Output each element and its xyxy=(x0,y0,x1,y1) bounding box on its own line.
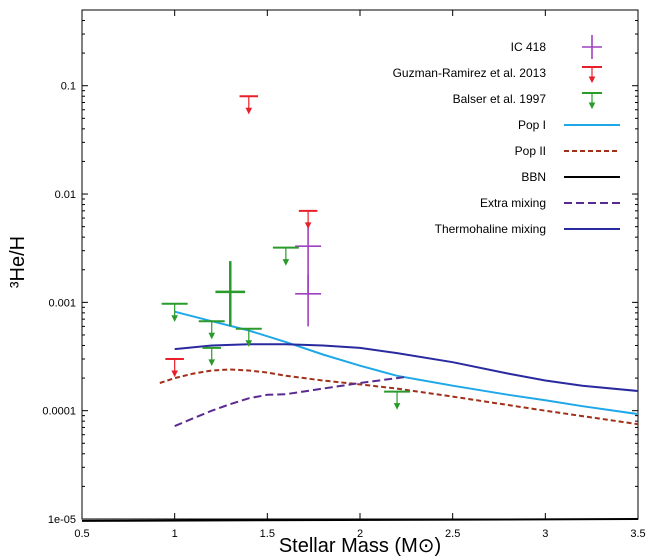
y-tick-label-4: 0.1 xyxy=(61,81,76,93)
legend-label-4: Pop II xyxy=(515,144,546,158)
point-2-2-arrow xyxy=(208,359,216,366)
x-tick-label-5: 3 xyxy=(542,528,548,540)
point-2-3-arrow xyxy=(245,340,253,347)
x-tick-label-3: 2 xyxy=(357,528,363,540)
legend-label-7: Thermohaline mixing xyxy=(435,222,546,236)
y-tick-label-2: 0.001 xyxy=(48,297,76,309)
series-line-8 xyxy=(174,343,639,392)
legend-swatch-2-arrow xyxy=(588,102,596,110)
point-1-1-arrow xyxy=(245,107,253,115)
legend-label-5: BBN xyxy=(521,170,546,184)
point-2-1-arrow xyxy=(208,332,216,340)
legend-label-3: Pop I xyxy=(518,118,546,132)
legend-label-2: Balser et al. 1997 xyxy=(453,92,547,106)
series-2 xyxy=(161,246,411,410)
axis-ticks: 0.5 1 1.5 2 2.5 3 3.5 1e-05 0.0001 0.001 0.01 0.1 xyxy=(42,9,646,540)
x-tick-label-2: 1.5 xyxy=(260,528,275,540)
x-axis-title: Stellar Mass (M⊙) xyxy=(279,535,441,557)
point-2-5-arrow xyxy=(393,403,401,410)
legend-label-1: Guzman-Ramirez et al. 2013 xyxy=(393,66,547,80)
x-tick-label-6: 3.5 xyxy=(630,528,645,540)
point-1-2-arrow xyxy=(304,222,312,229)
y-axis-title: ³He/H xyxy=(7,236,29,288)
series-0 xyxy=(295,222,322,327)
y-tick-label-3: 0.01 xyxy=(55,189,76,201)
legend-label-0: IC 418 xyxy=(511,40,547,54)
legend: IC 418 Guzman-Ramirez et al. 2013 Balser e… xyxy=(393,35,620,236)
legend-label-6: Extra mixing xyxy=(480,196,546,210)
point-2-4-arrow xyxy=(282,259,290,266)
series-3 xyxy=(215,261,246,327)
series-line-7 xyxy=(174,375,407,428)
x-tick-label-0: 0.5 xyxy=(74,528,89,540)
series-1 xyxy=(165,95,318,378)
series-layer xyxy=(81,95,639,522)
x-tick-label-1: 1 xyxy=(172,528,178,540)
y-tick-label-0: 1e-05 xyxy=(48,514,76,526)
series-line-6 xyxy=(81,518,639,522)
y-tick-label-1: 0.0001 xyxy=(42,406,76,418)
point-2-0-arrow xyxy=(171,315,178,322)
x-tick-label-4: 2.5 xyxy=(445,528,460,540)
plot-frame xyxy=(81,9,639,520)
point-1-0-arrow xyxy=(171,370,178,378)
legend-swatch-1-arrow xyxy=(588,76,596,84)
